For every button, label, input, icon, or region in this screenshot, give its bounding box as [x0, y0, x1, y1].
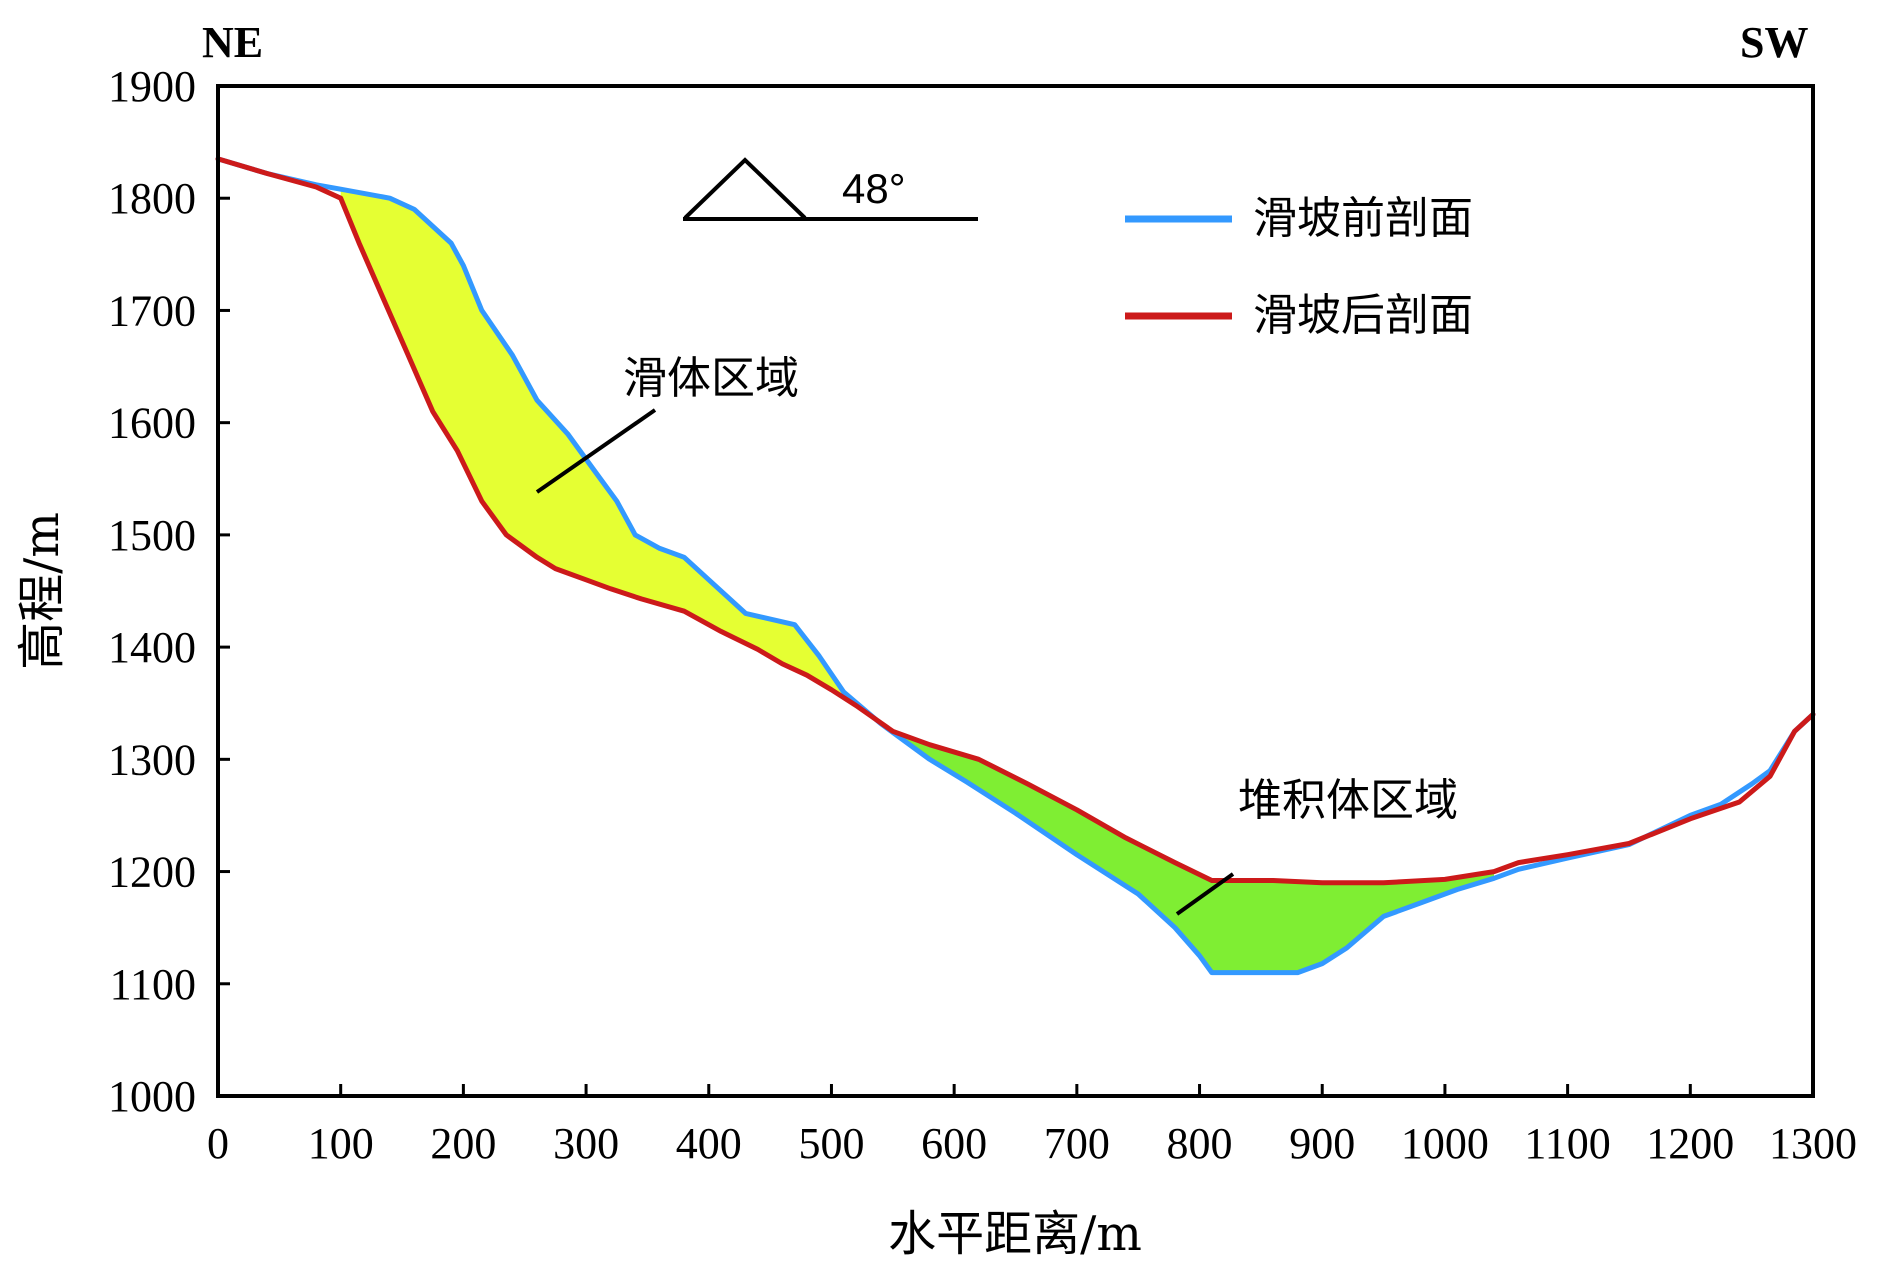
annotation-deposit: 堆积体区域: [1175, 775, 1458, 916]
x-tick-label: 1200: [1646, 1119, 1734, 1168]
series-line-before: [215, 156, 1816, 976]
x-tick-label: 1000: [1401, 1119, 1489, 1168]
y-tick-label: 1100: [110, 960, 196, 1009]
slope-triangle-icon: [683, 157, 807, 220]
slide-body-region: [340, 189, 863, 710]
x-tick-label: 800: [1167, 1119, 1233, 1168]
x-tick-label: 0: [207, 1119, 229, 1168]
x-tick-label: 700: [1044, 1119, 1110, 1168]
series-line-after: [215, 156, 1816, 886]
y-tick-label: 1400: [108, 623, 196, 672]
lines-layer: [215, 156, 1816, 976]
regions-layer: [340, 189, 1494, 973]
x-tick-label: 500: [798, 1119, 864, 1168]
direction-left-label: NE: [202, 18, 263, 67]
legend-label-after: 滑坡后剖面: [1253, 290, 1473, 341]
x-tick-label: 1300: [1769, 1119, 1857, 1168]
x-tick-label: 1100: [1524, 1119, 1610, 1168]
leader-line-slide-body: [535, 408, 657, 494]
x-axis-label: 水平距离/m: [888, 1206, 1142, 1262]
x-tick-label: 200: [430, 1119, 496, 1168]
region-label-deposit: 堆积体区域: [1238, 775, 1458, 826]
leader-line-deposit: [1175, 872, 1235, 916]
y-tick-label: 1800: [108, 174, 196, 223]
plot-frame: [216, 84, 1815, 1098]
y-tick-label: 1900: [108, 62, 196, 111]
x-tick-label: 100: [308, 1119, 374, 1168]
y-tick-label: 1000: [108, 1072, 196, 1121]
slope-angle-symbol: 48°: [683, 157, 978, 221]
legend-label-before: 滑坡前剖面: [1253, 193, 1473, 244]
x-tick-label: 900: [1289, 1119, 1355, 1168]
y-tick-label: 1700: [108, 286, 196, 335]
y-axis-label: 高程/m: [14, 512, 70, 670]
ticks-layer: 0 100 200 300 400 500 600 700 800 900 1000 1100 1200…: [108, 62, 1857, 1168]
slope-angle-label: 48°: [842, 165, 906, 212]
y-tick-label: 1200: [108, 848, 196, 897]
region-label-slide-body: 滑体区域: [623, 353, 799, 404]
y-tick-label: 1600: [108, 399, 196, 448]
direction-right-label: SW: [1740, 18, 1808, 67]
deposit-region: [892, 731, 1494, 973]
y-tick-label: 1300: [108, 735, 196, 784]
x-tick-label: 300: [553, 1119, 619, 1168]
annotation-slide-body: 滑体区域: [535, 353, 799, 494]
y-tick-label: 1500: [108, 511, 196, 560]
legend: 滑坡前剖面 滑坡后剖面: [1125, 193, 1473, 341]
x-tick-label: 600: [921, 1119, 987, 1168]
x-tick-label: 400: [676, 1119, 742, 1168]
